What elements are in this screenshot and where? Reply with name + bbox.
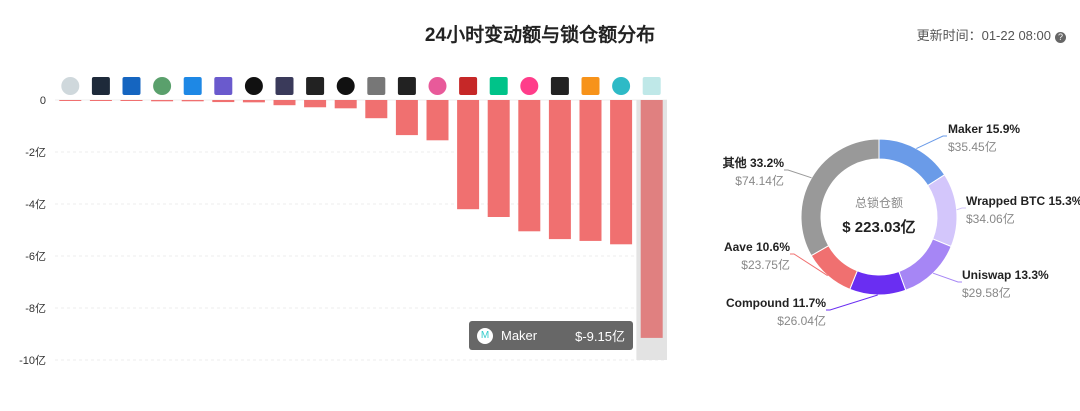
protocol-logo-icon xyxy=(581,77,600,95)
bar-Nexus xyxy=(242,100,265,103)
update-label: 更新时间： xyxy=(916,28,982,43)
maker-icon: M xyxy=(477,327,493,344)
slice-value: $26.04亿 xyxy=(777,313,826,328)
slice-value: $74.14亿 xyxy=(735,173,784,188)
protocol-logo-icon xyxy=(91,77,110,95)
bar-Synth Curve xyxy=(426,100,449,141)
slice-label: Maker 15.9% xyxy=(948,122,1020,136)
bar-Chainlink-like xyxy=(59,100,82,101)
y-tick-label: -6亿 xyxy=(25,250,46,263)
tooltip-value: $-9.15亿 xyxy=(575,329,625,344)
slice-label: 其他 33.2% xyxy=(723,155,785,170)
slice-Wrapped BTC xyxy=(927,174,958,248)
protocol-logo-icon xyxy=(642,77,661,95)
bar-Aave xyxy=(610,100,633,245)
slice-label: Aave 10.6% xyxy=(724,240,790,254)
slice-Aave xyxy=(810,245,858,290)
update-time: 更新时间：01-22 08:00? xyxy=(917,25,1066,44)
bar-Compound xyxy=(487,100,510,217)
slice-value: $34.06亿 xyxy=(966,211,1015,226)
bar-Synthetix xyxy=(89,100,112,101)
y-tick-label: -10亿 xyxy=(19,354,46,367)
leader-line xyxy=(784,169,812,179)
slice-label: Uniswap 13.3% xyxy=(962,268,1049,282)
tooltip: M Maker $-9.15亿 xyxy=(469,321,633,350)
protocol-logo-icon xyxy=(61,77,80,95)
bar-Maker xyxy=(640,100,663,338)
leader-line xyxy=(916,135,947,149)
leader-line xyxy=(826,294,878,311)
bar-Yearn xyxy=(365,100,388,119)
leader-line xyxy=(932,272,962,283)
protocol-logo-icon xyxy=(336,77,355,95)
center-value: $ 223.03亿 xyxy=(842,218,915,236)
y-tick-label: -4亿 xyxy=(25,198,46,211)
protocol-logo-icon xyxy=(489,77,508,95)
slice-value: $35.45亿 xyxy=(948,139,997,154)
y-tick-label: -2亿 xyxy=(25,146,46,159)
bar-Bancor xyxy=(334,100,357,109)
bar-Kyber xyxy=(151,100,174,102)
protocol-logo-icon xyxy=(183,77,202,95)
bar-dYdX xyxy=(304,100,327,108)
bar-Balancer xyxy=(181,100,204,102)
bar-Synthetix S xyxy=(548,100,571,240)
protocol-logo-icon xyxy=(306,77,325,95)
protocol-logo-icon xyxy=(153,77,172,95)
slice-label: Wrapped BTC 15.3% xyxy=(966,194,1080,208)
leader-line xyxy=(956,207,966,211)
bar-Sushi-stack xyxy=(395,100,418,136)
bar-Wrapped BTC xyxy=(579,100,602,241)
y-tick-label: 0 xyxy=(40,95,46,107)
bar-Loopring xyxy=(212,100,235,103)
tooltip-name: Maker xyxy=(501,328,538,343)
y-tick-label: -8亿 xyxy=(25,302,46,315)
slice-value: $23.75亿 xyxy=(741,257,790,272)
slice-Maker xyxy=(878,138,946,187)
leader-line xyxy=(790,253,828,277)
protocol-logo-icon xyxy=(214,77,233,95)
center-label: 总锁仓额 xyxy=(855,195,903,210)
protocol-logo-icon xyxy=(550,77,569,95)
protocol-logo-icon xyxy=(459,77,478,95)
protocol-logo-icon xyxy=(612,77,631,95)
bar-Uniswap xyxy=(518,100,541,232)
update-time-value: 01-22 08:00 xyxy=(981,28,1051,43)
bar-Curve xyxy=(120,100,143,101)
bar-Harvest xyxy=(273,100,296,106)
slice-Compound xyxy=(849,270,907,296)
protocol-logo-icon xyxy=(397,77,416,95)
bar-Swerve xyxy=(457,100,480,210)
protocol-logo-icon xyxy=(520,77,539,95)
slice-value: $29.58亿 xyxy=(962,285,1011,300)
question-circle-icon[interactable]: ? xyxy=(1055,32,1066,43)
slice-其他 xyxy=(800,138,880,257)
protocol-logo-icon xyxy=(122,77,141,95)
slice-Uniswap xyxy=(898,238,952,291)
slice-label: Compound 11.7% xyxy=(726,296,826,310)
protocol-logo-icon xyxy=(275,77,294,95)
protocol-logo-icon xyxy=(428,77,447,95)
protocol-logo-icon xyxy=(367,77,386,95)
chart-title: 24小时变动额与锁仓额分布 xyxy=(424,25,656,46)
protocol-logo-icon xyxy=(244,77,263,95)
